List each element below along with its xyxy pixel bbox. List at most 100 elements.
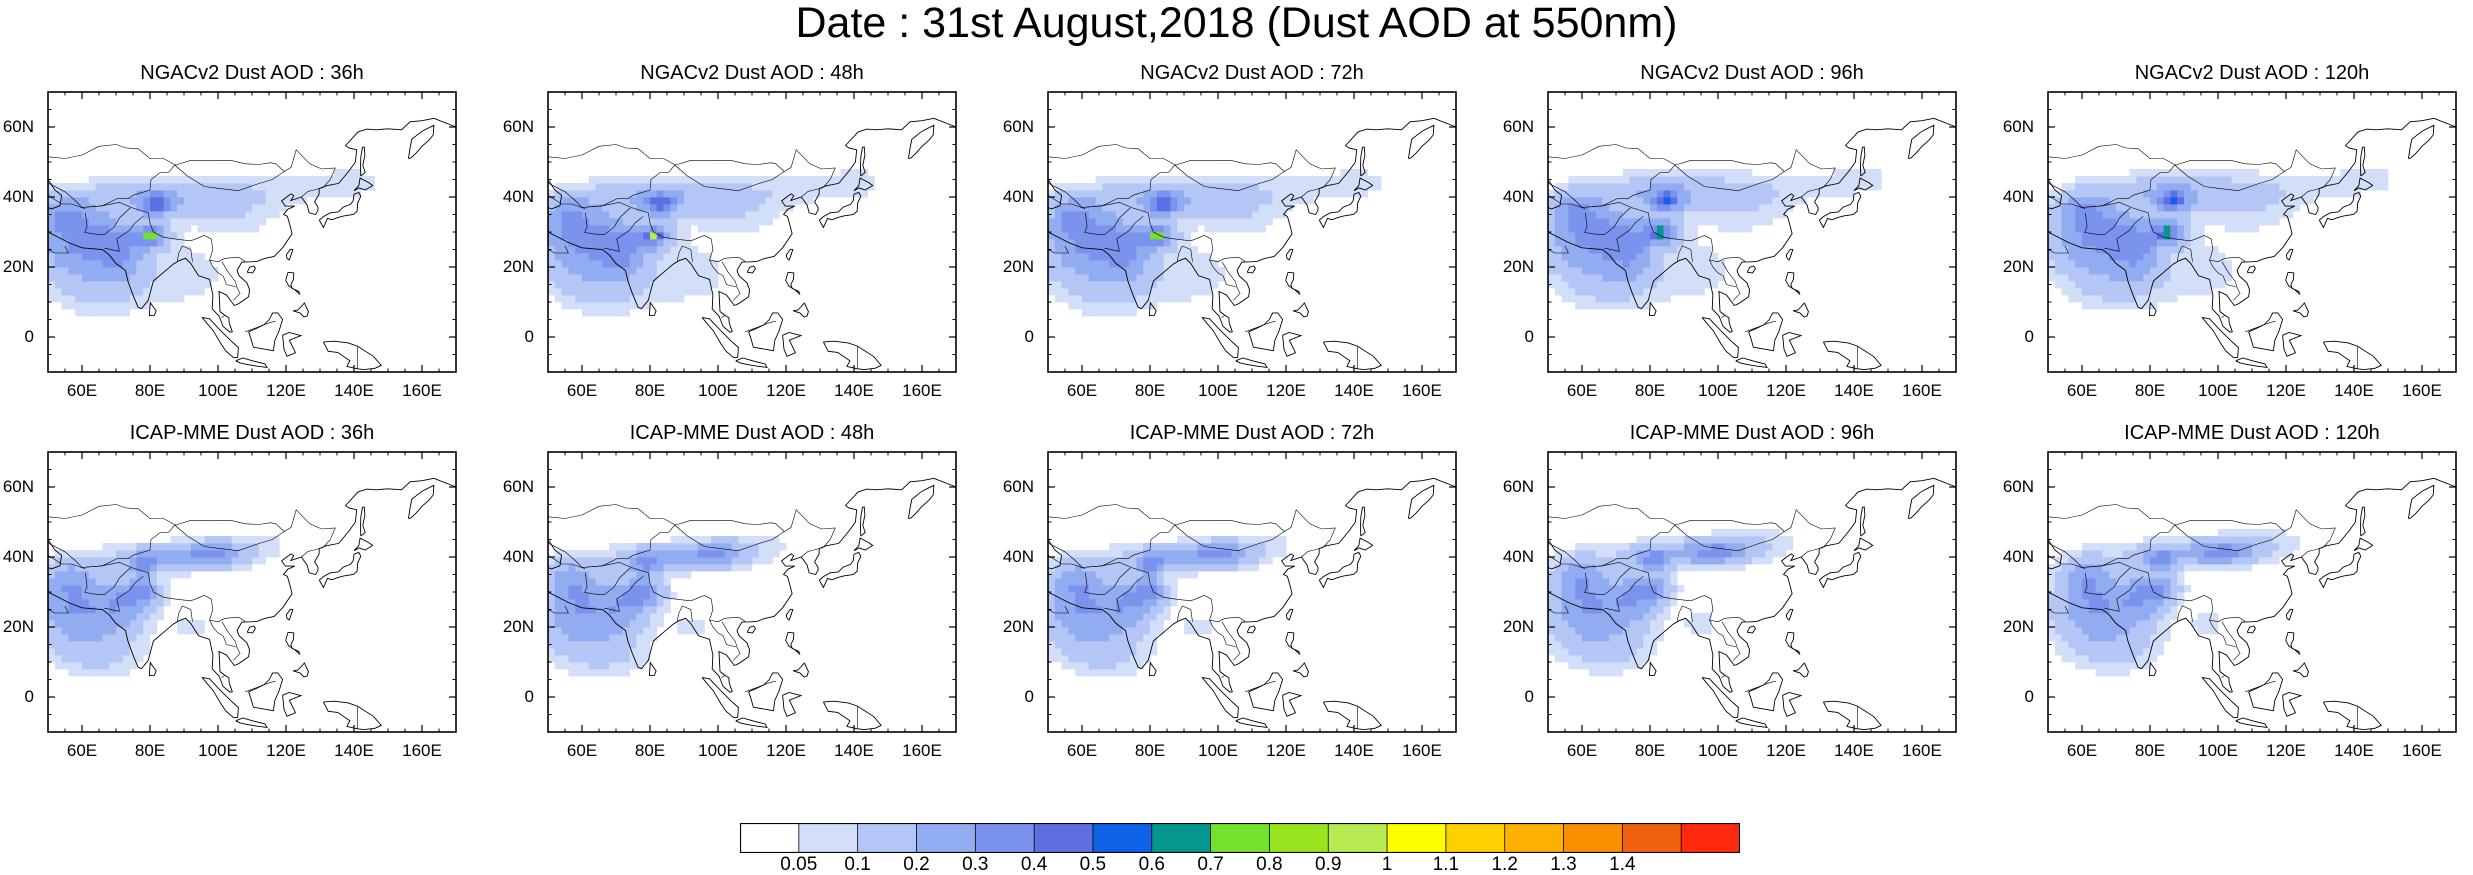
country-border (222, 262, 237, 287)
dust-cell (157, 613, 164, 620)
dust-cell (1164, 204, 1171, 211)
dust-cell (245, 557, 252, 564)
coastline (323, 341, 381, 369)
dust-cell (96, 176, 103, 183)
dust-cell (2123, 253, 2130, 260)
dust-cell (1725, 176, 1732, 183)
dust-cell (1102, 662, 1109, 669)
dust-cell (677, 267, 684, 274)
dust-cell (184, 288, 191, 295)
dust-cell (1670, 176, 1677, 183)
dust-cell (1562, 274, 1569, 281)
dust-cell (218, 176, 225, 183)
dust-cell (2130, 260, 2137, 267)
dust-cell (1109, 648, 1116, 655)
dust-cell (575, 302, 582, 309)
dust-cell (1191, 176, 1198, 183)
dust-cell (157, 288, 164, 295)
dust-cell (1650, 295, 1657, 302)
dust-cell (1616, 295, 1623, 302)
dust-cell (575, 232, 582, 239)
dust-cell (1252, 225, 1259, 232)
dust-cell (636, 613, 643, 620)
dust-cell (1150, 183, 1157, 190)
dust-cell (136, 557, 143, 564)
dust-cell (793, 176, 800, 183)
dust-cell (738, 197, 745, 204)
dust-cell (1252, 204, 1259, 211)
dust-cell (1116, 176, 1123, 183)
dust-cell (150, 543, 157, 550)
dust-cell (1555, 267, 1562, 274)
dust-cell (589, 571, 596, 578)
lon-tick-label: 120E (756, 382, 816, 400)
dust-cell (711, 190, 718, 197)
dust-cell (1691, 274, 1698, 281)
dust-cell (1177, 232, 1184, 239)
dust-cell (1170, 183, 1177, 190)
dust-cell (184, 557, 191, 564)
dust-cell (650, 218, 657, 225)
dust-cell (2204, 267, 2211, 274)
dust-cell (1170, 239, 1177, 246)
dust-cell (1596, 295, 1603, 302)
dust-cell (1062, 232, 1069, 239)
dust-cell (2211, 176, 2218, 183)
dust-cell (684, 204, 691, 211)
dust-cell (96, 281, 103, 288)
dust-cell (150, 557, 157, 564)
dust-cell (1745, 225, 1752, 232)
coastline (1286, 609, 1293, 620)
dust-cell (582, 274, 589, 281)
dust-cell (238, 550, 245, 557)
dust-cell (670, 225, 677, 232)
lon-tick-label: 60E (552, 382, 612, 400)
dust-cell (1575, 274, 1582, 281)
dust-cell (568, 641, 575, 648)
dust-cell (684, 225, 691, 232)
dust-cell (1082, 585, 1089, 592)
dust-cell (1800, 183, 1807, 190)
dust-cell (643, 613, 650, 620)
dust-cell (596, 302, 603, 309)
dust-cell (2232, 197, 2239, 204)
dust-cell (1555, 281, 1562, 288)
dust-cell (1109, 627, 1116, 634)
dust-cell (157, 543, 164, 550)
dust-cell (1130, 267, 1137, 274)
dust-cell (2068, 288, 2075, 295)
lat-tick-label: 20N (500, 258, 534, 276)
dust-cell (102, 620, 109, 627)
dust-cell (2055, 267, 2062, 274)
dust-cell (630, 197, 637, 204)
dust-cell (745, 197, 752, 204)
dust-cell (1725, 211, 1732, 218)
dust-cell (766, 218, 773, 225)
dust-cell (1623, 218, 1630, 225)
dust-cell (1650, 218, 1657, 225)
dust-cell (109, 578, 116, 585)
dust-cell (1068, 592, 1075, 599)
dust-cell (204, 557, 211, 564)
dust-cell (2143, 232, 2150, 239)
dust-cell (2143, 260, 2150, 267)
dust-cell (677, 204, 684, 211)
dust-cell (1068, 648, 1075, 655)
dust-cell (1691, 176, 1698, 183)
dust-cell (55, 606, 62, 613)
dust-cell (2238, 169, 2245, 176)
dust-cell (1602, 176, 1609, 183)
dust-cell (89, 295, 96, 302)
dust-cell (1143, 543, 1150, 550)
dust-cell (2245, 204, 2252, 211)
dust-cell (2266, 183, 2273, 190)
dust-cell (1102, 260, 1109, 267)
dust-cell (582, 627, 589, 634)
dust-cell (68, 246, 75, 253)
dust-cell (1055, 239, 1062, 246)
dust-cell (1562, 253, 1569, 260)
dust-cell (589, 225, 596, 232)
dust-cell (1704, 267, 1711, 274)
dust-cell (2075, 183, 2082, 190)
dust-cell (602, 239, 609, 246)
